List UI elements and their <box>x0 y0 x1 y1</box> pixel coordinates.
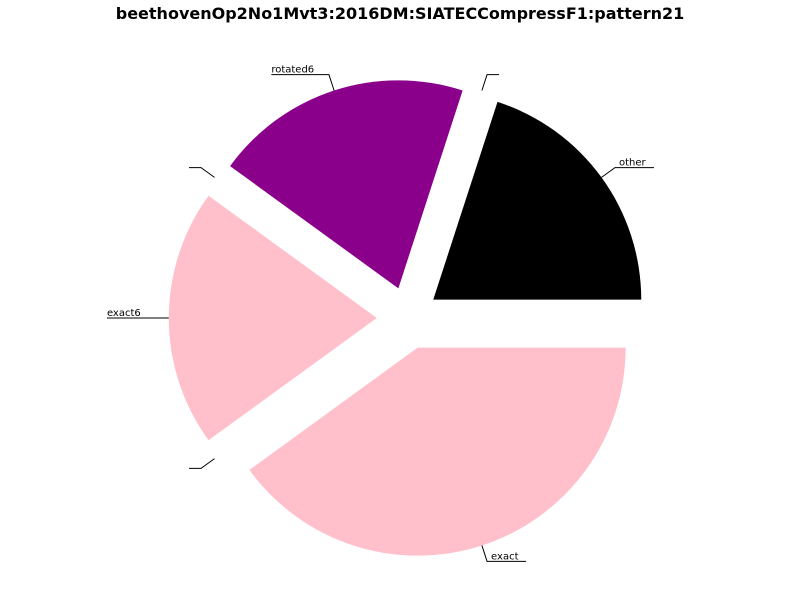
leader-line-empty-5 <box>189 458 215 469</box>
leader-line-other <box>601 167 654 178</box>
leader-line-rotated6 <box>271 74 335 91</box>
slice-label-exact: exact <box>491 551 519 562</box>
pie-slice-rotated6 <box>230 80 463 289</box>
chart-title: beethovenOp2No1Mvt3:2016DM:SIATECCompres… <box>116 4 684 23</box>
pie-slice-exact <box>249 347 626 556</box>
leader-line-empty-3 <box>189 167 215 178</box>
pie-slice-exact6 <box>168 195 377 441</box>
slice-label-exact6: exact6 <box>107 308 141 319</box>
slice-label-other: other <box>619 158 647 169</box>
leader-line-exact <box>481 545 527 562</box>
leader-line-empty-1 <box>481 74 500 91</box>
slice-label-rotated6: rotated6 <box>271 65 314 76</box>
pie-slice-other <box>433 101 642 300</box>
